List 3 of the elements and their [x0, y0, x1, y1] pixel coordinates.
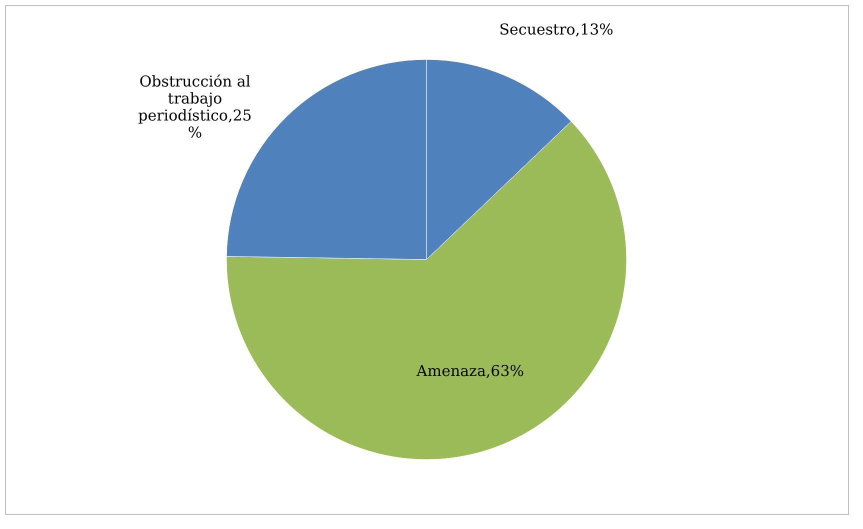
slice-label: Amenaza,63%	[416, 362, 524, 380]
slice-label: Secuestro,13%	[499, 20, 614, 39]
slice-label: Obstrucción al trabajo periodístico,25 %	[138, 72, 252, 142]
